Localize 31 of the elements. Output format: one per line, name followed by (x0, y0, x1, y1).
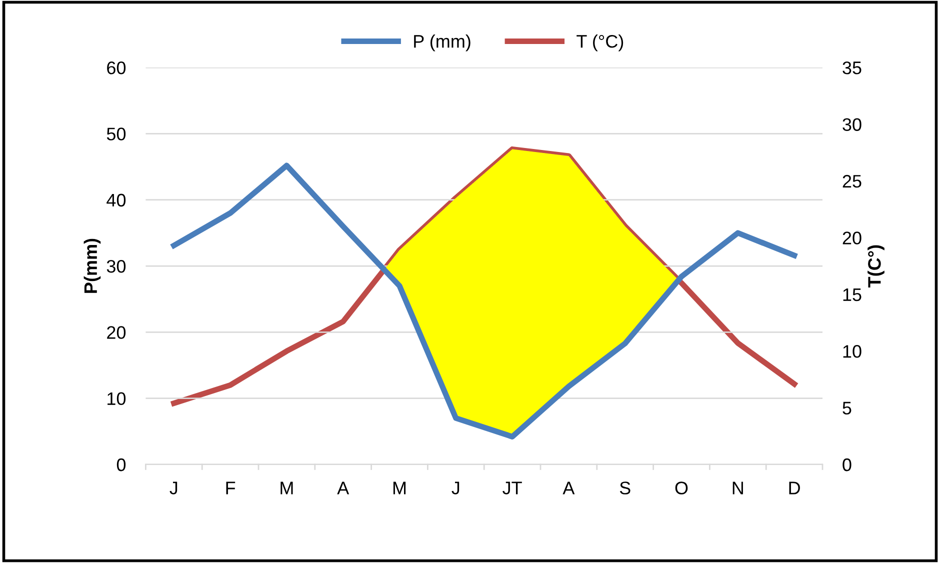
y-tick-label: 20 (107, 326, 126, 339)
y2-tick-label: 25 (842, 174, 862, 188)
x-tick-label: JT (502, 482, 522, 494)
x-tick-label: A (337, 482, 350, 494)
y2-tick-label: 15 (843, 288, 862, 302)
y2-axis-title: T(C°) (868, 245, 884, 288)
y-tick-label: 50 (106, 128, 126, 140)
x-tick-label: J (452, 482, 460, 494)
y2-tick-label: 35 (842, 61, 862, 74)
y2-tick-label: 20 (842, 232, 862, 244)
x-tick-label: F (226, 482, 236, 494)
y-tick-label: 0 (116, 458, 126, 472)
y2-tick-label: 10 (843, 345, 862, 358)
x-tick-label: O (675, 482, 688, 494)
y-axis-title: P(mm) (84, 238, 101, 293)
y-tick-label: 10 (108, 392, 126, 406)
y2-tick-label: 30 (842, 118, 862, 131)
legend-label: P (mm) (414, 34, 470, 52)
y-tick-label: 30 (106, 260, 126, 273)
y2-tick-label: 5 (842, 402, 852, 414)
x-tick-label: A (562, 482, 575, 494)
y-tick-label: 40 (106, 194, 126, 207)
x-tick-label: S (620, 482, 630, 494)
x-tick-label: J (170, 482, 178, 494)
x-tick-label: M (280, 482, 293, 494)
x-tick-label: M (393, 482, 406, 494)
x-tick-label: D (789, 482, 800, 494)
y-tick-label: 60 (107, 61, 126, 74)
legend-label: T (°C) (576, 34, 624, 52)
y2-tick-label: 0 (842, 458, 852, 472)
x-tick-label: N (732, 482, 743, 494)
